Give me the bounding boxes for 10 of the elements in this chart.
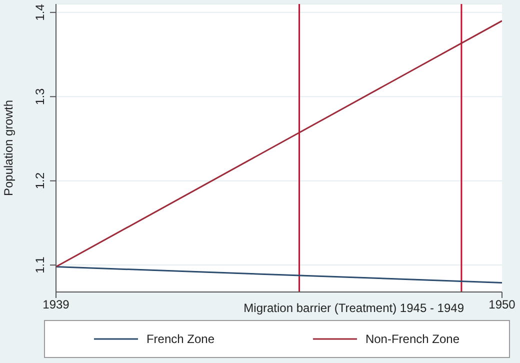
x-tick-label: 1939: [42, 298, 70, 312]
legend-label: Non-French Zone: [365, 332, 460, 346]
x-caption: Migration barrier (Treatment) 1945 - 1949: [244, 301, 464, 315]
y-tick-label: 1.3: [33, 88, 47, 105]
y-tick-label: 1.2: [33, 172, 47, 190]
legend-label: French Zone: [146, 332, 215, 346]
y-tick-label: 1.4: [33, 4, 47, 21]
y-tick-label: 1.1: [33, 256, 47, 274]
x-tick-label: 1950: [488, 298, 516, 312]
y-axis-title: Population growth: [1, 100, 16, 196]
